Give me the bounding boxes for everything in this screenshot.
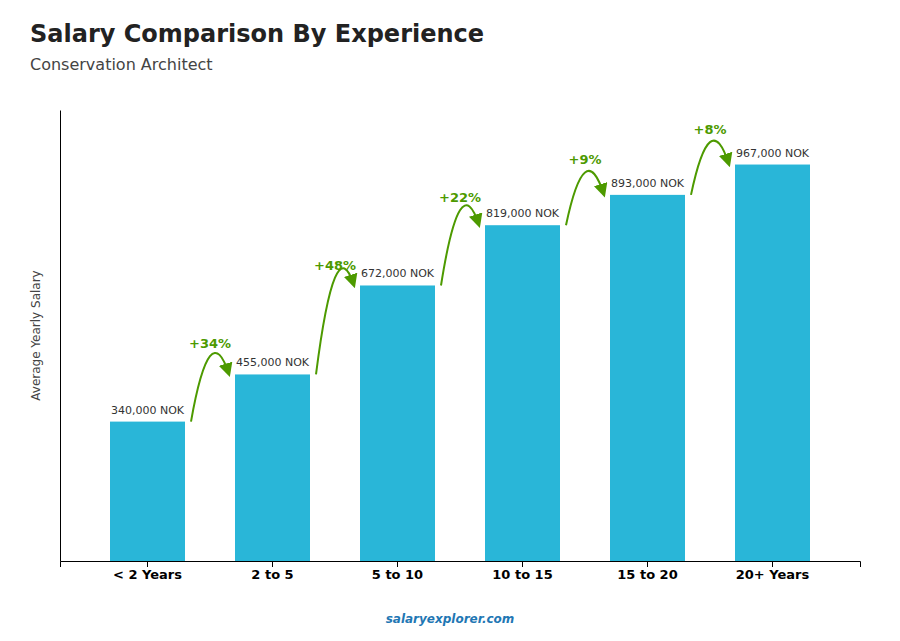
x-axis: < 2 Years 2 to 5 5 to 10 10 to 15 15 to 20 20… [61,561,861,582]
data-label: 455,000 NOK [236,356,310,369]
pct-arrow [191,353,229,422]
y-axis-title: Average Yearly Salary [29,270,43,400]
annotations: +34% +48% +22% +9% +8% [189,122,729,421]
x-tick-mark [147,561,148,567]
chart: < 2 Years 2 to 5 5 to 10 10 to 15 15 to 20 20… [0,0,900,641]
x-tick-mark [647,561,648,567]
bar [360,285,435,561]
subtitle: Conservation Architect [30,55,213,74]
data-label: 819,000 NOK [486,207,560,220]
bar [610,195,685,561]
x-tick: 2 to 5 [251,561,293,582]
x-tick-label: 10 to 15 [492,567,552,582]
pct-arrow [316,268,354,374]
x-tick-mark [522,561,523,567]
x-tick-label: 20+ Years [736,567,810,582]
x-tick-label: 15 to 20 [617,567,677,582]
pct-label: +22% [439,190,481,205]
bar [235,374,310,561]
bar [110,422,185,561]
y-axis-line [60,111,61,562]
x-tick-label: 2 to 5 [251,567,293,582]
pct-label: +8% [694,122,727,137]
bar [485,225,560,561]
pct-label: +9% [569,152,602,167]
title: Salary Comparison By Experience [30,20,484,48]
x-axis-line [61,562,861,568]
pct-arrow [566,171,604,225]
data-label: 967,000 NOK [736,147,810,160]
pct-arrow [691,141,729,195]
footer: salaryexplorer.com [386,612,515,626]
x-tick-label: < 2 Years [113,567,182,582]
x-tick: 5 to 10 [372,561,423,582]
plot-area [110,165,810,561]
pct-label: +48% [314,258,356,273]
x-tick-mark [272,561,273,567]
x-tick-label: 5 to 10 [372,567,423,582]
x-tick: 15 to 20 [617,561,677,582]
data-label: 893,000 NOK [611,177,685,190]
x-tick: 20+ Years [736,561,810,582]
data-label: 672,000 NOK [361,267,435,280]
bar [735,165,810,561]
y-axis [60,111,61,562]
x-tick: 10 to 15 [492,561,552,582]
data-labels: 340,000 NOK 455,000 NOK 672,000 NOK 819,000… [111,147,810,417]
data-label: 340,000 NOK [111,404,185,417]
pct-arrow [441,205,479,285]
x-tick-mark [772,561,773,567]
x-tick: < 2 Years [113,561,182,582]
pct-label: +34% [189,336,231,351]
x-tick-mark [397,561,398,567]
